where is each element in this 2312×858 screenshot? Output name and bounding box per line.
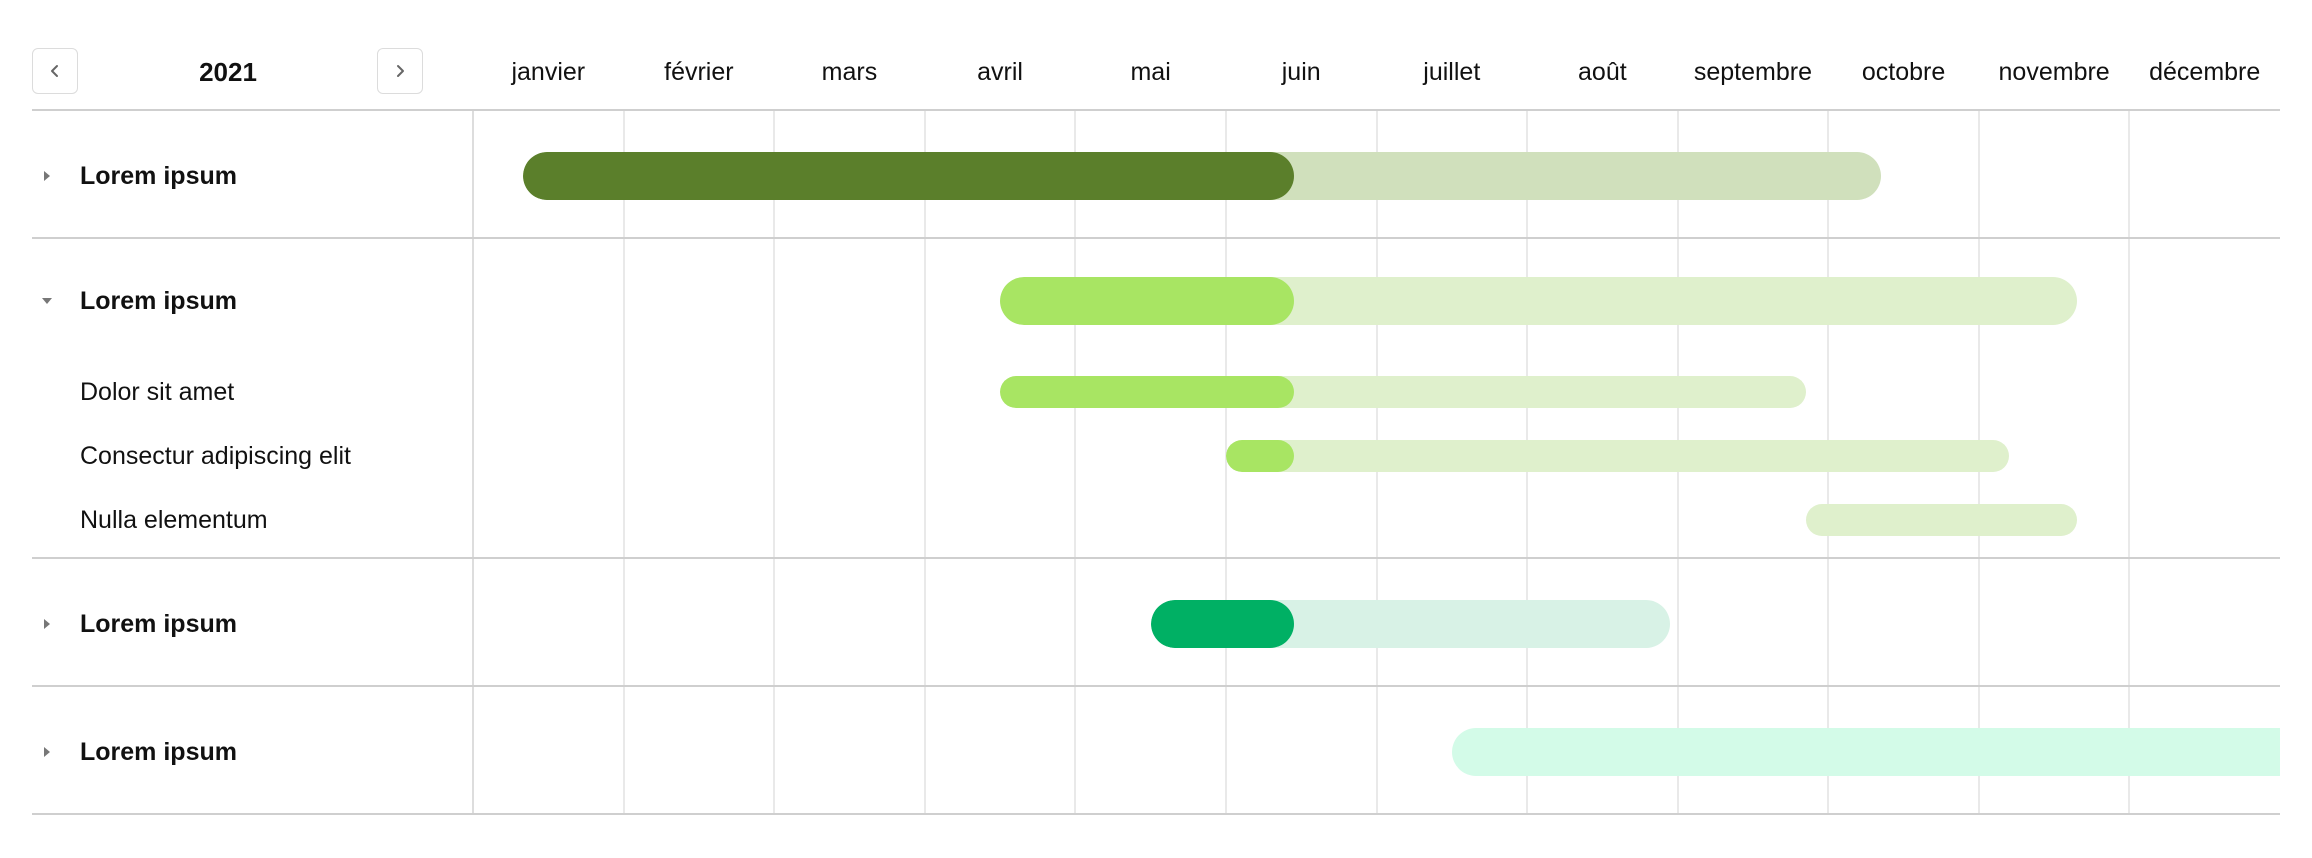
expand-row-toggle[interactable] (33, 162, 61, 190)
month-label: avril (977, 58, 1023, 86)
bar-progress-fill (1000, 277, 1294, 325)
collapse-row-toggle[interactable] (33, 287, 61, 315)
month-gridline (622, 110, 625, 814)
group-row-label[interactable]: Lorem ipsum (80, 287, 237, 315)
month-label: novembre (1998, 58, 2110, 86)
month-label: octobre (1861, 58, 1946, 86)
bar-progress-fill (1150, 600, 1294, 648)
year-label: 2021 (199, 57, 257, 87)
row-separator (32, 685, 2280, 687)
month-label: juin (1281, 58, 1321, 86)
month-label: janvier (511, 58, 586, 86)
task-row-label[interactable]: Dolor sit amet (80, 378, 235, 406)
month-label: juillet (1423, 58, 1481, 86)
month-gridline (472, 110, 474, 814)
month-label: décembre (2149, 58, 2261, 86)
expand-row-toggle[interactable] (33, 610, 61, 638)
month-label: février (664, 58, 734, 86)
group-timeline-bar[interactable] (1451, 728, 2280, 776)
prev-year-button[interactable] (32, 48, 78, 94)
task-row-label[interactable]: Nulla elementum (80, 506, 268, 534)
caret-right-icon (44, 747, 50, 757)
bar-progress-fill (1000, 376, 1294, 408)
next-year-button[interactable] (377, 48, 423, 94)
row-separator (32, 237, 2280, 239)
chevron-right-icon (397, 65, 404, 77)
group-row-label[interactable]: Lorem ipsum (80, 738, 237, 766)
month-gridline (773, 110, 776, 814)
month-label: mars (821, 58, 878, 86)
month-label: août (1578, 58, 1627, 86)
caret-down-icon (42, 298, 52, 304)
task-timeline-bar[interactable] (1000, 376, 1806, 408)
group-timeline-bar[interactable] (1150, 600, 1671, 648)
month-label: septembre (1693, 58, 1812, 86)
task-timeline-bar[interactable] (1225, 440, 2009, 472)
caret-right-icon (44, 619, 50, 629)
group-timeline-bar[interactable] (522, 152, 1881, 200)
month-label: mai (1130, 58, 1171, 86)
row-separator (32, 557, 2280, 559)
row-separator (32, 109, 2280, 111)
chevron-left-icon (51, 65, 58, 77)
month-gridline (923, 110, 926, 814)
row-separator (32, 813, 2280, 815)
month-gridline (2128, 110, 2131, 814)
task-row-label[interactable]: Consectur adipiscing elit (80, 442, 351, 470)
group-timeline-bar[interactable] (1000, 277, 2077, 325)
month-gridline (1074, 110, 1077, 814)
caret-right-icon (44, 171, 50, 181)
task-timeline-bar[interactable] (1805, 504, 2077, 536)
group-row-label[interactable]: Lorem ipsum (80, 162, 237, 190)
bar-progress-fill (1225, 440, 1294, 472)
bar-progress-fill (522, 152, 1294, 200)
expand-row-toggle[interactable] (33, 738, 61, 766)
month-gridline (1224, 110, 1227, 814)
group-row-label[interactable]: Lorem ipsum (80, 610, 237, 638)
